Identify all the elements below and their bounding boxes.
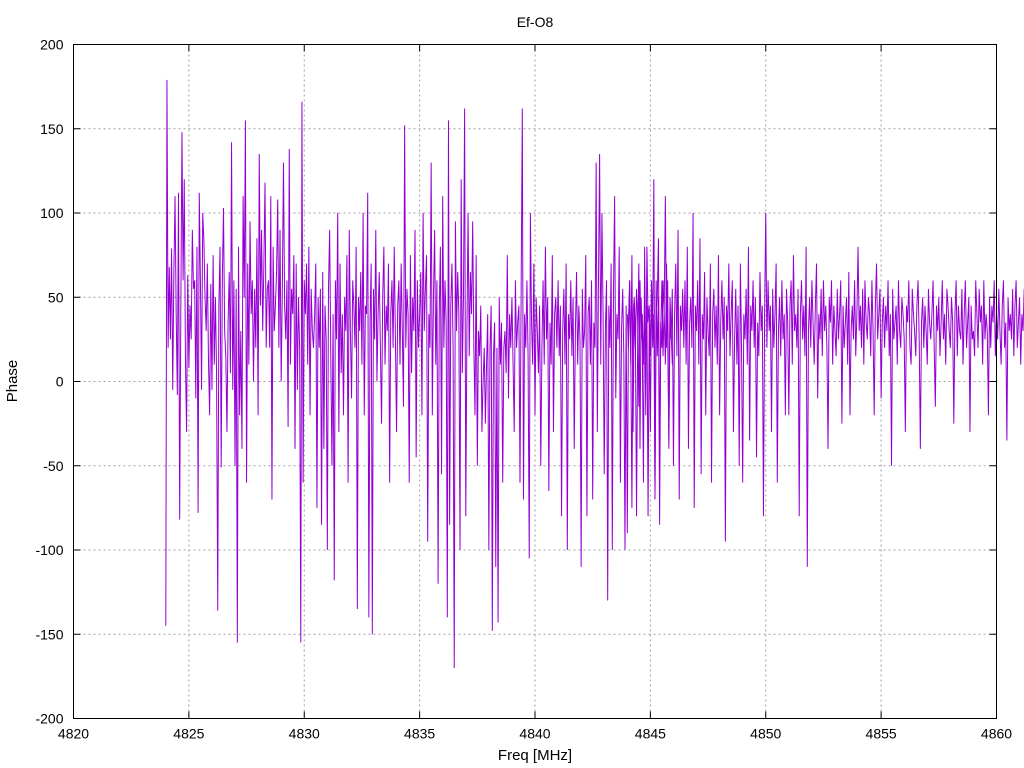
x-tick-label: 4845 — [635, 726, 666, 742]
x-tick-label: 4860 — [981, 726, 1012, 742]
y-axis-label: Phase — [4, 360, 21, 403]
y-tick-label: -150 — [35, 626, 63, 642]
x-tick-label: 4855 — [866, 726, 897, 742]
y-tick-label: -50 — [43, 458, 63, 474]
y-tick-label: 0 — [56, 374, 64, 390]
phase-series-line-2 — [626, 179, 1024, 567]
x-tick-label: 4830 — [289, 726, 320, 742]
y-tick-label: -100 — [35, 542, 63, 558]
series-layer — [165, 79, 1024, 668]
y-tick-label: 200 — [40, 37, 64, 53]
x-tick-label: 4850 — [750, 726, 781, 742]
x-axis-label: Freq [MHz] — [498, 747, 572, 764]
x-tick-label: 4825 — [173, 726, 204, 742]
y-tick-label: 50 — [48, 289, 64, 305]
phase-series-line-1 — [165, 79, 673, 668]
y-tick-label: 150 — [40, 121, 64, 137]
ticks: 4820 4825 4830 4835 4840 4845 4850 4855 4860 -200… — [35, 37, 1012, 742]
chart-title: Ef-O8 — [517, 14, 554, 30]
y-tick-label: 100 — [40, 205, 64, 221]
y-tick-label: -200 — [35, 711, 63, 727]
x-tick-label: 4835 — [404, 726, 435, 742]
x-tick-label: 4840 — [519, 726, 550, 742]
x-tick-label: 4820 — [58, 726, 89, 742]
